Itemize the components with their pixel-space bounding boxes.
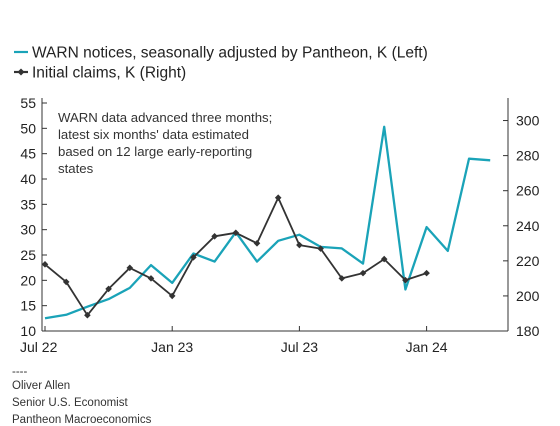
legend-label-1: Initial claims, K (Right) xyxy=(32,65,186,82)
x-tick-label-2: Jul 23 xyxy=(281,339,319,355)
left-tick-label-40: 40 xyxy=(20,171,36,187)
right-tick-label-280: 280 xyxy=(516,148,540,164)
chart-series xyxy=(41,125,491,320)
annotation-text: WARN data advanced three months; latest s… xyxy=(58,110,272,176)
right-tick-label-200: 200 xyxy=(516,288,540,304)
annotation-line: states xyxy=(58,161,94,176)
right-tick-label-300: 300 xyxy=(516,113,540,129)
claims-point-8 xyxy=(211,232,218,240)
left-tick-label-55: 55 xyxy=(20,95,36,111)
series-line-0 xyxy=(44,125,491,320)
x-tick-label-1: Jan 23 xyxy=(151,339,193,355)
credit-author: Oliver Allen xyxy=(12,380,71,392)
claims-point-9 xyxy=(232,229,240,237)
claims-point-14 xyxy=(338,275,346,282)
right-tick-label-260: 260 xyxy=(516,183,540,199)
credit-org: Pantheon Macroeconomics xyxy=(12,414,152,426)
left-tick-label-15: 15 xyxy=(20,298,36,314)
chart-axes: 10 15 20 25 30 35 40 45 50 55 180 200 220 240 260 280 30… xyxy=(20,95,540,355)
left-tick-label-50: 50 xyxy=(20,120,36,136)
warn-claims-line-chart: WARN notices, seasonally adjusted by Pan… xyxy=(14,45,540,355)
x-tick-label-3: Jan 24 xyxy=(406,339,448,355)
claims-point-12 xyxy=(296,241,303,249)
claims-point-16 xyxy=(380,255,388,263)
left-tick-label-25: 25 xyxy=(20,247,36,263)
right-tick-label-180: 180 xyxy=(516,323,540,339)
left-tick-label-30: 30 xyxy=(20,222,36,238)
claims-point-15 xyxy=(359,269,367,277)
chart-annotation: WARN data advanced three months; latest s… xyxy=(58,110,272,176)
annotation-line: latest six months' data estimated xyxy=(58,127,249,142)
claims-point-3 xyxy=(105,285,112,293)
claims-point-7 xyxy=(190,254,197,261)
left-tick-label-45: 45 xyxy=(20,146,36,162)
claims-point-18 xyxy=(423,269,430,277)
claims-point-17 xyxy=(402,276,409,284)
x-tick-label-0: Jul 22 xyxy=(20,339,58,355)
claims-point-13 xyxy=(317,245,324,252)
claims-point-11 xyxy=(274,194,282,202)
claims-point-2 xyxy=(84,311,91,319)
chart-legend: WARN notices, seasonally adjusted by Pan… xyxy=(14,45,428,82)
claims-point-1 xyxy=(62,278,70,286)
right-tick-label-240: 240 xyxy=(516,218,540,234)
right-tick-label-220: 220 xyxy=(516,253,540,269)
claims-point-10 xyxy=(253,240,261,247)
claims-point-0 xyxy=(41,261,49,268)
claims-point-5 xyxy=(147,275,155,282)
annotation-line: based on 12 large early-reporting xyxy=(58,144,252,159)
legend-label-0: WARN notices, seasonally adjusted by Pan… xyxy=(32,45,428,62)
credit-separator: ---- xyxy=(12,366,28,378)
annotation-line: WARN data advanced three months; xyxy=(58,110,272,125)
legend-marker-1 xyxy=(17,68,25,76)
left-tick-label-10: 10 xyxy=(20,323,36,339)
credit-role: Senior U.S. Economist xyxy=(12,397,128,409)
left-tick-label-20: 20 xyxy=(20,272,36,288)
left-tick-label-35: 35 xyxy=(20,196,36,212)
claims-point-6 xyxy=(168,292,176,300)
claims-point-4 xyxy=(126,264,134,272)
